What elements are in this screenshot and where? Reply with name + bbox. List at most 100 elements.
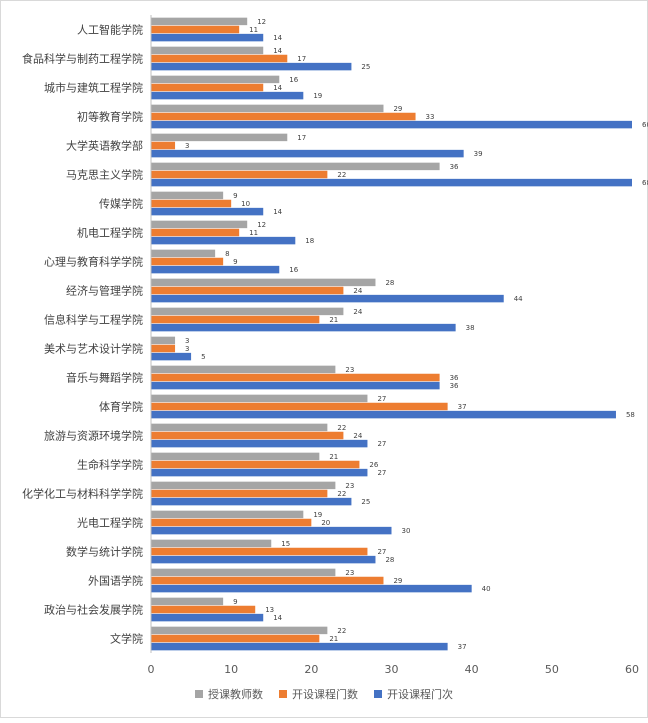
bar bbox=[151, 381, 440, 390]
bar bbox=[151, 62, 352, 71]
bar bbox=[151, 236, 296, 245]
legend-swatch bbox=[279, 690, 287, 698]
bar bbox=[151, 294, 504, 303]
x-axis: 0 10 20 30 40 50 60 bbox=[148, 15, 639, 676]
data-label: 28 bbox=[385, 279, 394, 287]
data-label: 3 bbox=[185, 142, 189, 150]
data-label: 14 bbox=[273, 34, 282, 42]
bar bbox=[151, 584, 472, 593]
bar bbox=[151, 265, 280, 274]
bar bbox=[151, 83, 264, 92]
data-label: 68 bbox=[642, 179, 648, 187]
data-label: 23 bbox=[345, 569, 354, 577]
data-label: 36 bbox=[450, 374, 459, 382]
bar bbox=[151, 170, 328, 179]
bar bbox=[151, 605, 256, 614]
bar bbox=[151, 452, 320, 461]
data-label: 29 bbox=[393, 577, 402, 585]
data-label: 36 bbox=[450, 382, 459, 390]
data-label: 9 bbox=[233, 192, 237, 200]
category-label: 初等教育学院 bbox=[77, 110, 143, 124]
category-label: 光电工程学院 bbox=[77, 516, 143, 530]
bar bbox=[151, 642, 448, 651]
data-label: 21 bbox=[329, 635, 338, 643]
category-label: 外国语学院 bbox=[88, 574, 143, 588]
data-label: 24 bbox=[353, 287, 362, 295]
bar bbox=[151, 104, 384, 113]
bar bbox=[151, 497, 352, 506]
data-label: 26 bbox=[369, 461, 378, 469]
data-label: 22 bbox=[337, 627, 346, 635]
x-tick-label: 10 bbox=[224, 663, 238, 676]
data-label: 25 bbox=[361, 498, 370, 506]
bar bbox=[151, 207, 264, 216]
bar bbox=[151, 278, 376, 287]
bar bbox=[151, 394, 368, 403]
bar bbox=[151, 410, 616, 419]
data-label: 17 bbox=[297, 134, 306, 142]
data-label: 37 bbox=[458, 403, 467, 411]
data-label: 33 bbox=[426, 113, 435, 121]
data-label: 23 bbox=[345, 482, 354, 490]
bar bbox=[151, 539, 272, 548]
data-label: 8 bbox=[225, 250, 229, 258]
data-label: 3 bbox=[185, 337, 189, 345]
data-label: 11 bbox=[249, 26, 258, 34]
bar bbox=[151, 489, 328, 498]
bar bbox=[151, 460, 360, 469]
data-label: 36 bbox=[450, 163, 459, 171]
bar bbox=[151, 431, 344, 440]
data-label: 10 bbox=[241, 200, 250, 208]
data-label: 14 bbox=[273, 47, 282, 55]
bar bbox=[151, 133, 288, 142]
category-label: 大学英语教学部 bbox=[66, 139, 143, 153]
bar bbox=[151, 249, 216, 258]
data-label: 9 bbox=[233, 258, 237, 266]
data-label: 3 bbox=[185, 345, 189, 353]
bar bbox=[151, 481, 336, 490]
data-label: 30 bbox=[402, 527, 411, 535]
bar bbox=[151, 228, 240, 237]
data-label: 44 bbox=[514, 295, 523, 303]
data-label: 24 bbox=[353, 432, 362, 440]
category-label: 人工智能学院 bbox=[77, 23, 143, 37]
bar bbox=[151, 91, 304, 100]
bar bbox=[151, 220, 248, 229]
bar bbox=[151, 468, 368, 477]
data-label: 21 bbox=[329, 316, 338, 324]
data-label: 16 bbox=[289, 266, 298, 274]
data-label: 12 bbox=[257, 18, 266, 26]
bar bbox=[151, 510, 304, 519]
data-label: 27 bbox=[377, 469, 386, 477]
data-label: 12 bbox=[257, 221, 266, 229]
category-label: 音乐与舞蹈学院 bbox=[66, 371, 143, 385]
legend-label: 开设课程门次 bbox=[387, 687, 453, 701]
category-label: 政治与社会发展学院 bbox=[44, 603, 143, 617]
bar bbox=[151, 46, 264, 55]
category-label: 城市与建筑工程学院 bbox=[44, 81, 143, 95]
category-label: 心理与教育科学学院 bbox=[44, 255, 143, 269]
legend: 授课教师数 开设课程门数 开设课程门次 bbox=[195, 687, 453, 701]
data-label: 14 bbox=[273, 84, 282, 92]
bar bbox=[151, 352, 192, 361]
x-tick-label: 40 bbox=[465, 663, 479, 676]
data-label: 24 bbox=[353, 308, 362, 316]
data-label: 14 bbox=[273, 208, 282, 216]
bar bbox=[151, 526, 392, 535]
data-label: 40 bbox=[482, 585, 491, 593]
data-label: 58 bbox=[626, 411, 635, 419]
data-label: 15 bbox=[281, 540, 290, 548]
bar bbox=[151, 141, 176, 150]
data-label: 25 bbox=[361, 63, 370, 71]
bar bbox=[151, 439, 368, 448]
bar bbox=[151, 423, 328, 432]
category-label: 化学化工与材料科学学院 bbox=[22, 487, 143, 501]
bar bbox=[151, 54, 288, 63]
bar bbox=[151, 33, 264, 42]
bar bbox=[151, 344, 176, 353]
data-label: 21 bbox=[329, 453, 338, 461]
bar-series bbox=[151, 17, 632, 651]
category-label: 美术与艺术设计学院 bbox=[44, 342, 143, 356]
bar bbox=[151, 555, 376, 564]
